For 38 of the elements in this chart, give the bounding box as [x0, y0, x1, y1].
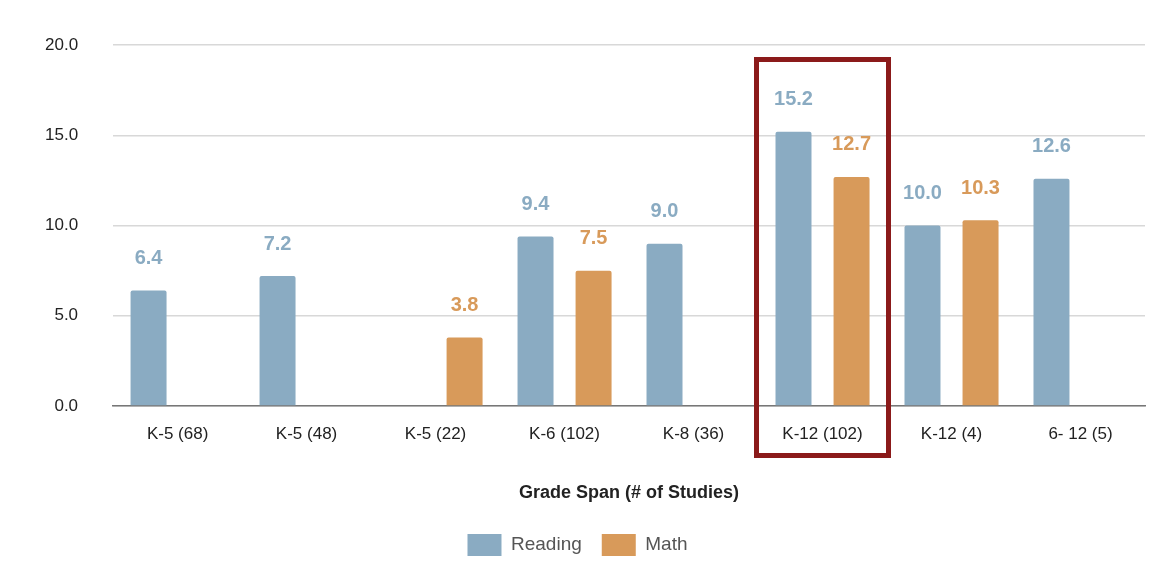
y-tick-label: 20.0	[44, 34, 79, 54]
data-label: 3.8	[450, 292, 479, 315]
x-tick-label: K-5 (48)	[275, 423, 338, 443]
x-axis-title: Grade Span (# of Studies)	[519, 482, 740, 503]
y-tick-label: 0.0	[54, 395, 79, 415]
x-tick-label: K-8 (36)	[662, 423, 725, 443]
data-label: 7.5	[579, 226, 608, 249]
y-tick-label: 5.0	[54, 305, 79, 325]
data-label: 12.6	[1032, 134, 1071, 157]
x-tick-label: K-6 (102)	[529, 423, 600, 443]
x-tick-label: K-5 (22)	[404, 423, 467, 443]
y-tick-label: 15.0	[44, 125, 79, 145]
bar	[775, 131, 812, 406]
data-label: 10.3	[961, 175, 1001, 198]
legend-label: Math	[645, 533, 688, 555]
data-label: 15.2	[774, 87, 813, 110]
x-tick-label: K-12 (4)	[920, 423, 983, 443]
data-label: 9.4	[521, 191, 551, 214]
x-tick-label: K-12 (102)	[782, 423, 863, 443]
bar	[833, 176, 870, 406]
data-label: 7.2	[263, 231, 292, 254]
bar	[130, 290, 167, 406]
data-label: 12.7	[832, 132, 872, 155]
bar	[1033, 178, 1070, 406]
bar	[446, 337, 483, 406]
bar	[962, 220, 999, 406]
data-label: 10.0	[903, 181, 942, 204]
bar	[646, 243, 683, 406]
data-label: 9.0	[650, 199, 679, 222]
legend-label: Reading	[510, 533, 582, 555]
data-label: 6.4	[134, 246, 164, 269]
bar	[259, 276, 296, 406]
y-tick-label: 10.0	[44, 215, 79, 235]
x-tick-label: K-5 (68)	[146, 423, 209, 443]
x-tick-label: 6- 12 (5)	[1048, 423, 1113, 443]
bar	[517, 236, 554, 406]
bar	[904, 225, 941, 406]
bar	[575, 270, 612, 406]
